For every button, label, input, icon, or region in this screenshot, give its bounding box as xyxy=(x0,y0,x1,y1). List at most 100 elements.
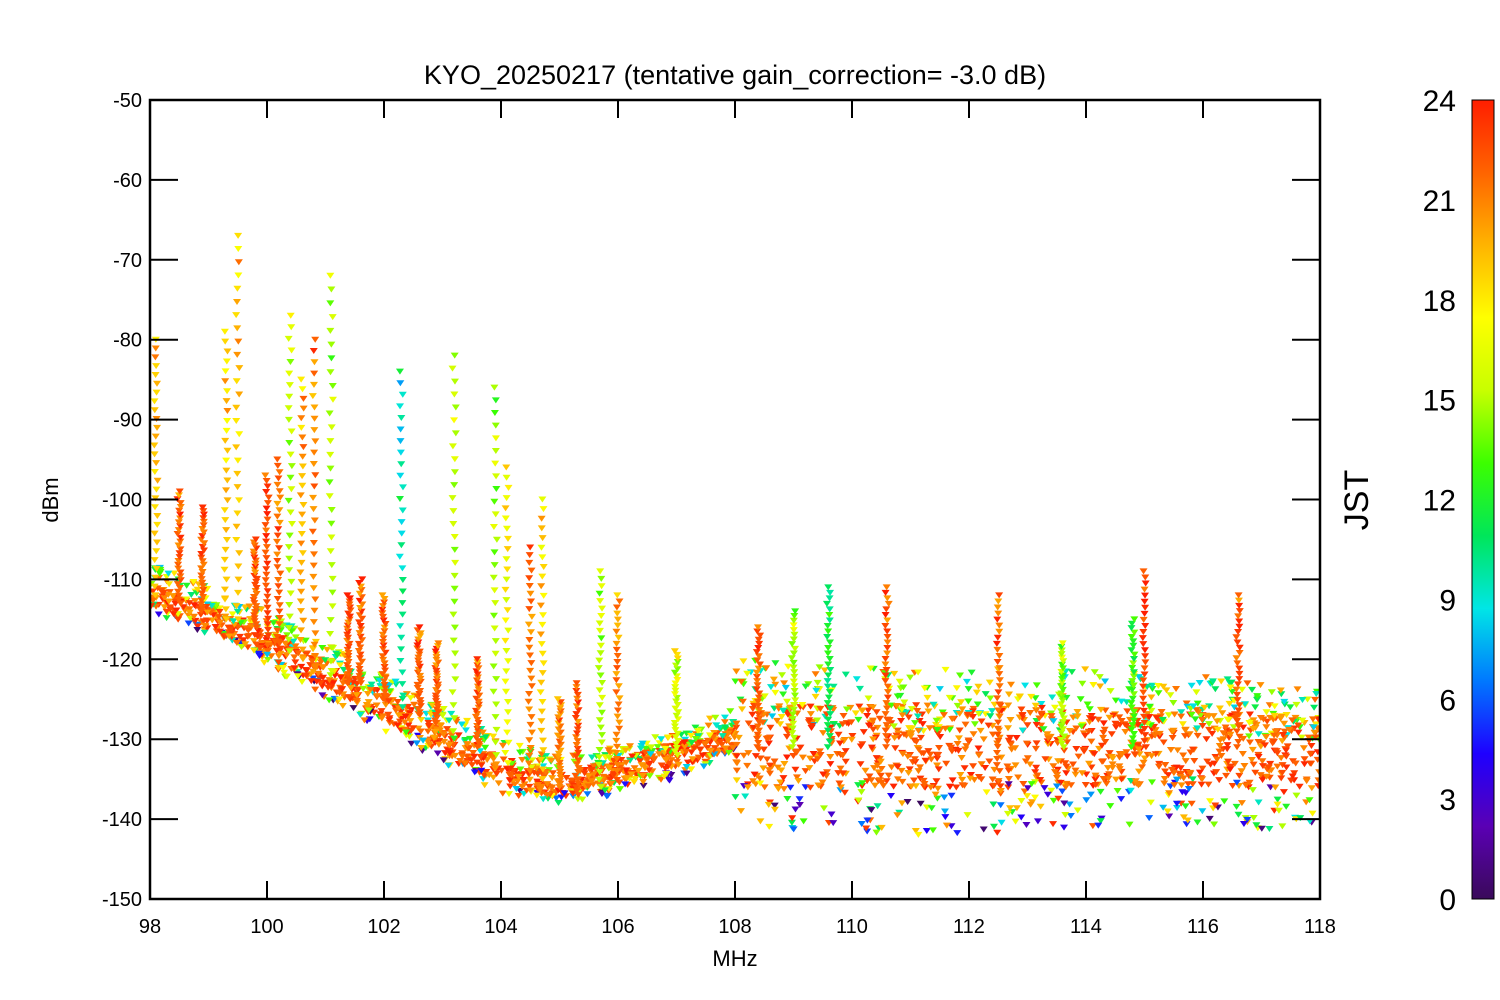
data-point xyxy=(547,784,556,791)
data-point xyxy=(813,679,822,686)
data-point xyxy=(414,660,423,667)
data-point xyxy=(1138,764,1147,771)
data-point xyxy=(274,583,283,590)
data-point xyxy=(671,684,680,691)
data-point xyxy=(819,805,828,812)
data-point xyxy=(525,783,534,790)
data-point xyxy=(1032,764,1041,771)
data-point xyxy=(1256,715,1265,722)
data-point xyxy=(881,672,890,679)
data-point xyxy=(1188,781,1197,788)
data-point xyxy=(1187,800,1196,807)
data-point xyxy=(310,607,319,614)
data-point xyxy=(1017,814,1026,821)
data-point xyxy=(415,651,424,658)
data-point xyxy=(536,756,545,763)
data-point xyxy=(525,552,534,559)
data-point xyxy=(864,722,873,729)
data-point xyxy=(1040,785,1049,792)
data-point xyxy=(637,762,646,769)
data-point xyxy=(720,714,729,721)
data-point xyxy=(153,513,162,520)
data-point xyxy=(451,559,460,566)
data-point xyxy=(502,688,511,695)
data-point xyxy=(1286,704,1295,711)
data-point xyxy=(904,770,913,777)
data-point xyxy=(789,617,798,624)
data-point xyxy=(378,638,387,645)
data-point xyxy=(1134,782,1143,789)
data-point xyxy=(1282,803,1291,810)
data-point xyxy=(825,606,834,613)
data-point xyxy=(477,762,486,769)
data-point xyxy=(1249,717,1258,724)
data-point xyxy=(1313,756,1320,763)
data-point xyxy=(651,734,660,741)
data-point xyxy=(969,731,978,738)
data-point xyxy=(1213,726,1222,733)
data-point xyxy=(1311,734,1320,741)
data-point xyxy=(781,684,790,691)
data-point xyxy=(994,737,1003,744)
data-point xyxy=(223,408,232,415)
data-point xyxy=(475,741,484,748)
data-point xyxy=(527,675,536,682)
data-point xyxy=(765,767,774,774)
data-point xyxy=(298,482,307,489)
data-point xyxy=(1249,726,1258,733)
data-point xyxy=(841,671,850,678)
data-point xyxy=(1163,808,1172,815)
data-point xyxy=(503,566,512,573)
data-point xyxy=(1130,713,1139,720)
data-point xyxy=(920,685,929,692)
data-point xyxy=(297,579,306,586)
data-point xyxy=(635,758,644,765)
data-point xyxy=(176,573,185,580)
data-point xyxy=(858,780,867,787)
data-point xyxy=(961,721,970,728)
data-point xyxy=(1090,751,1099,758)
data-point xyxy=(753,744,762,751)
data-point xyxy=(572,680,581,687)
data-point xyxy=(1311,696,1320,703)
data-point xyxy=(223,417,232,424)
data-point xyxy=(1058,676,1067,683)
data-point xyxy=(916,734,925,741)
data-point xyxy=(318,664,327,671)
data-point xyxy=(825,689,834,696)
data-point xyxy=(309,381,318,388)
data-point xyxy=(574,780,583,787)
data-point xyxy=(262,571,271,578)
data-point xyxy=(150,407,159,414)
data-point xyxy=(1088,716,1097,723)
data-point xyxy=(451,752,460,759)
data-point xyxy=(151,345,160,352)
data-point xyxy=(255,644,264,651)
data-point xyxy=(486,751,495,758)
data-point xyxy=(622,767,631,774)
data-point xyxy=(510,781,519,788)
data-point xyxy=(473,656,482,663)
data-point xyxy=(1254,753,1263,760)
data-point xyxy=(153,380,162,387)
data-point xyxy=(287,486,296,493)
data-point xyxy=(380,681,389,688)
data-point xyxy=(1099,758,1108,765)
data-point xyxy=(809,751,818,758)
data-point xyxy=(355,669,364,676)
data-point xyxy=(805,765,814,772)
data-point xyxy=(791,645,800,652)
data-point xyxy=(449,611,458,618)
data-point xyxy=(536,602,545,609)
data-point xyxy=(539,592,548,599)
data-point xyxy=(765,770,774,777)
data-point xyxy=(1004,767,1013,774)
data-point xyxy=(961,746,970,753)
data-point xyxy=(898,751,907,758)
data-point xyxy=(1233,712,1242,719)
data-point xyxy=(456,757,465,764)
data-point xyxy=(1037,722,1046,729)
data-point xyxy=(911,827,920,834)
data-point xyxy=(1044,735,1053,742)
data-point xyxy=(490,562,499,569)
